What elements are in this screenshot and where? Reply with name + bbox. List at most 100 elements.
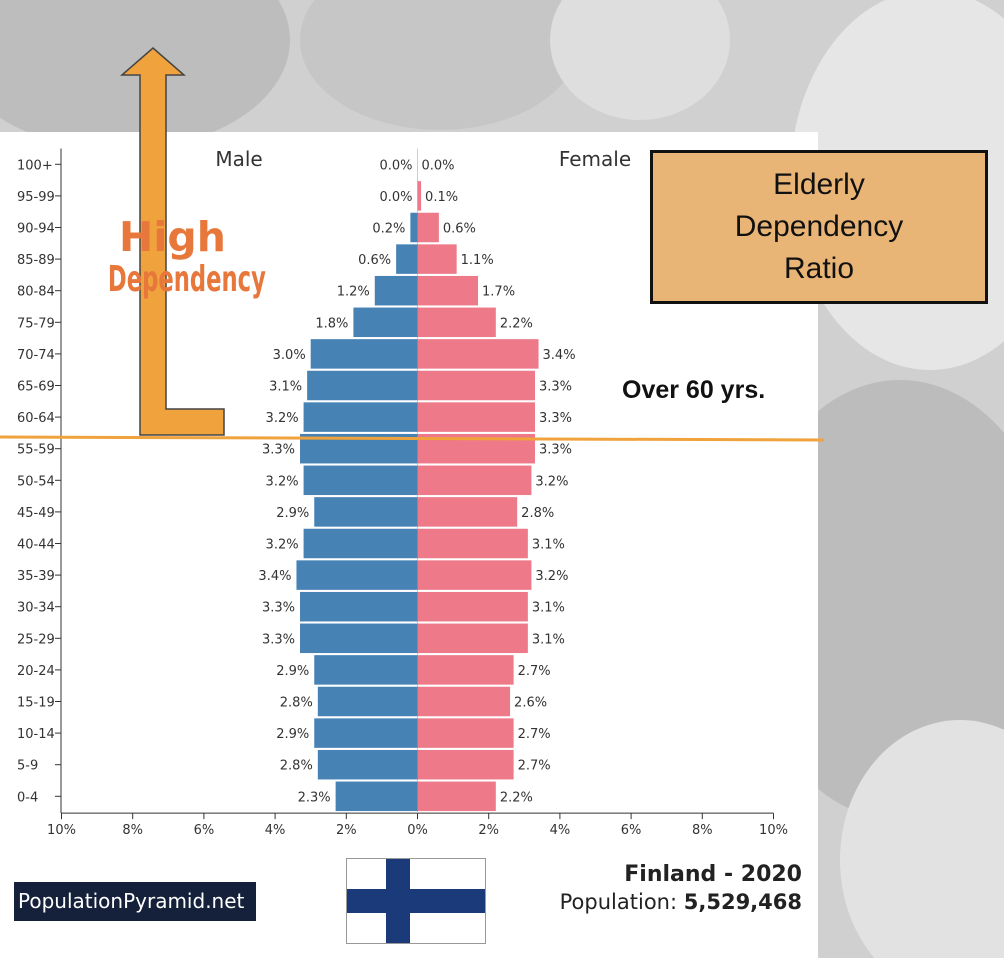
x-tick-label: 2% (336, 823, 357, 838)
female-legend: Female (559, 147, 631, 171)
female-bar (417, 465, 532, 496)
male-value-label: 1.2% (337, 285, 370, 300)
x-tick-label: 6% (621, 823, 642, 838)
male-value-label: 2.8% (280, 696, 313, 711)
female-value-label: 0.0% (422, 158, 455, 173)
y-tick-label: 90-94 (17, 222, 55, 237)
x-tick-label: 8% (122, 823, 143, 838)
female-bar (417, 591, 528, 622)
female-bar (417, 339, 539, 369)
y-tick-label: 65-69 (17, 380, 55, 395)
male-value-label: 0.2% (372, 222, 405, 237)
male-bar (303, 402, 418, 432)
x-tick-label: 2% (478, 823, 499, 838)
x-tick-label: 10% (47, 823, 76, 838)
high-dependency-arrow-icon (119, 47, 225, 436)
female-value-label: 0.6% (443, 222, 476, 237)
female-bar (417, 655, 514, 685)
male-bar (314, 718, 418, 748)
female-value-label: 0.1% (425, 190, 458, 205)
male-value-label: 3.3% (262, 601, 295, 616)
male-value-label: 0.0% (379, 158, 412, 173)
female-value-label: 1.1% (461, 253, 494, 268)
finland-flag-icon (346, 858, 486, 944)
dependency-text: Dependency (107, 259, 266, 300)
female-value-label: 2.8% (521, 506, 554, 521)
female-value-label: 2.2% (500, 316, 533, 331)
male-value-label: 3.2% (266, 474, 299, 489)
male-value-label: 2.9% (276, 664, 309, 679)
male-value-label: 3.4% (258, 569, 291, 584)
x-tick-label: 4% (550, 823, 571, 838)
female-bar (417, 497, 518, 527)
male-bar (300, 591, 418, 622)
female-value-label: 3.1% (532, 538, 565, 553)
x-tick-label: 8% (692, 823, 713, 838)
male-value-label: 3.2% (266, 538, 299, 553)
female-bar (417, 307, 496, 338)
y-tick-label: 5-9 (17, 759, 38, 774)
female-value-label: 3.2% (535, 569, 568, 584)
high-dependency-label: High Dependency (70, 214, 275, 300)
y-tick-label: 40-44 (17, 538, 55, 553)
high-text: High (119, 213, 226, 261)
y-tick-label: 85-89 (17, 253, 55, 268)
axes: 10% 8% 6% 4% 2% 0% 2% 4% 6% 8% 10% 100+ 95-99 90-94 85… (17, 148, 788, 838)
y-tick-label: 80-84 (17, 285, 55, 300)
female-bar (417, 781, 496, 812)
male-bar (303, 528, 418, 559)
population-value: 5,529,468 (683, 890, 802, 914)
female-value-label: 3.1% (532, 601, 565, 616)
female-bar (417, 275, 479, 306)
y-tick-label: 50-54 (17, 474, 55, 489)
male-bar (314, 497, 418, 527)
male-value-label: 2.9% (276, 506, 309, 521)
female-value-label: 3.2% (535, 474, 568, 489)
male-bar (296, 560, 418, 590)
population-label: Population: (559, 890, 678, 914)
male-value-label: 3.3% (262, 632, 295, 647)
male-value-label: 3.0% (273, 348, 306, 363)
labels-group: 0.0% 0.0% 0.0% 0.1% 0.2% 0.6% 0.6% 1.1% 1.2% 1.7%… (258, 158, 575, 805)
female-value-label: 3.4% (543, 348, 576, 363)
y-tick-label: 15-19 (17, 696, 55, 711)
y-tick-label: 30-34 (17, 601, 55, 616)
y-tick-label: 100+ (17, 158, 53, 173)
male-bar (314, 655, 418, 685)
female-value-label: 2.6% (514, 696, 547, 711)
male-value-label: 0.6% (358, 253, 391, 268)
male-bar (300, 623, 418, 654)
elderly-dependency-ratio-box: Elderly Dependency Ratio (650, 150, 988, 304)
male-value-label: 3.2% (266, 411, 299, 426)
female-value-label: 2.7% (518, 727, 551, 742)
female-bar (417, 718, 514, 748)
male-value-label: 2.9% (276, 727, 309, 742)
male-value-label: 0.0% (379, 190, 412, 205)
female-bar (417, 686, 511, 717)
male-bar (353, 307, 418, 338)
female-bar (417, 370, 535, 401)
male-value-label: 1.8% (315, 316, 348, 331)
female-value-label: 3.1% (532, 632, 565, 647)
female-bar (417, 623, 528, 654)
male-value-label: 2.8% (280, 759, 313, 774)
x-tick-label: 10% (759, 823, 788, 838)
y-tick-label: 75-79 (17, 316, 55, 331)
female-value-label: 3.3% (539, 411, 572, 426)
female-bar (417, 560, 532, 590)
y-tick-label: 70-74 (17, 348, 55, 363)
country-year-title: Finland - 2020 (624, 862, 802, 887)
female-bar (417, 181, 422, 211)
male-value-label: 3.3% (262, 443, 295, 458)
populationpyramid-logo[interactable]: PopulationPyramid.net (14, 882, 257, 921)
female-bar (417, 749, 514, 780)
female-bar (417, 402, 535, 432)
male-bar (410, 212, 418, 243)
y-tick-label: 25-29 (17, 632, 55, 647)
male-bar (303, 465, 418, 496)
male-bar (335, 781, 418, 812)
female-value-label: 3.3% (539, 443, 572, 458)
y-tick-label: 10-14 (17, 727, 55, 742)
female-value-label: 2.7% (518, 664, 551, 679)
